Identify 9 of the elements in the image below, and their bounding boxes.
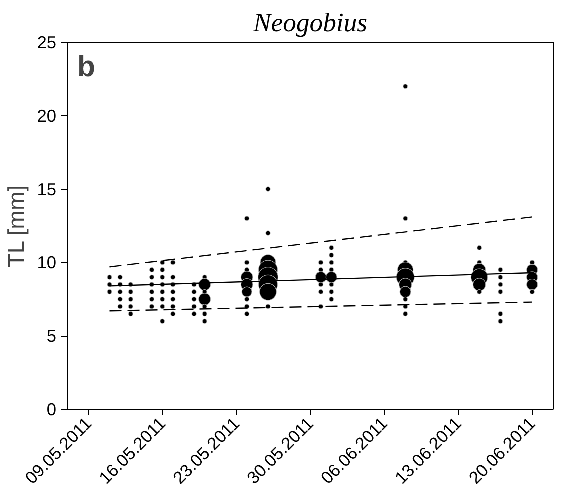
y-tick-label: 10 (37, 252, 57, 273)
chart-title: Neogobius (252, 8, 368, 38)
y-axis-title: TL [mm] (3, 185, 30, 268)
y-tick-label: 20 (37, 106, 57, 126)
annotation: b (78, 50, 96, 84)
y-tick-label: 15 (37, 179, 57, 200)
y-tick-label: 0 (46, 400, 57, 420)
y-tick-label: 25 (37, 32, 57, 52)
y-tick-label: 5 (46, 326, 57, 346)
